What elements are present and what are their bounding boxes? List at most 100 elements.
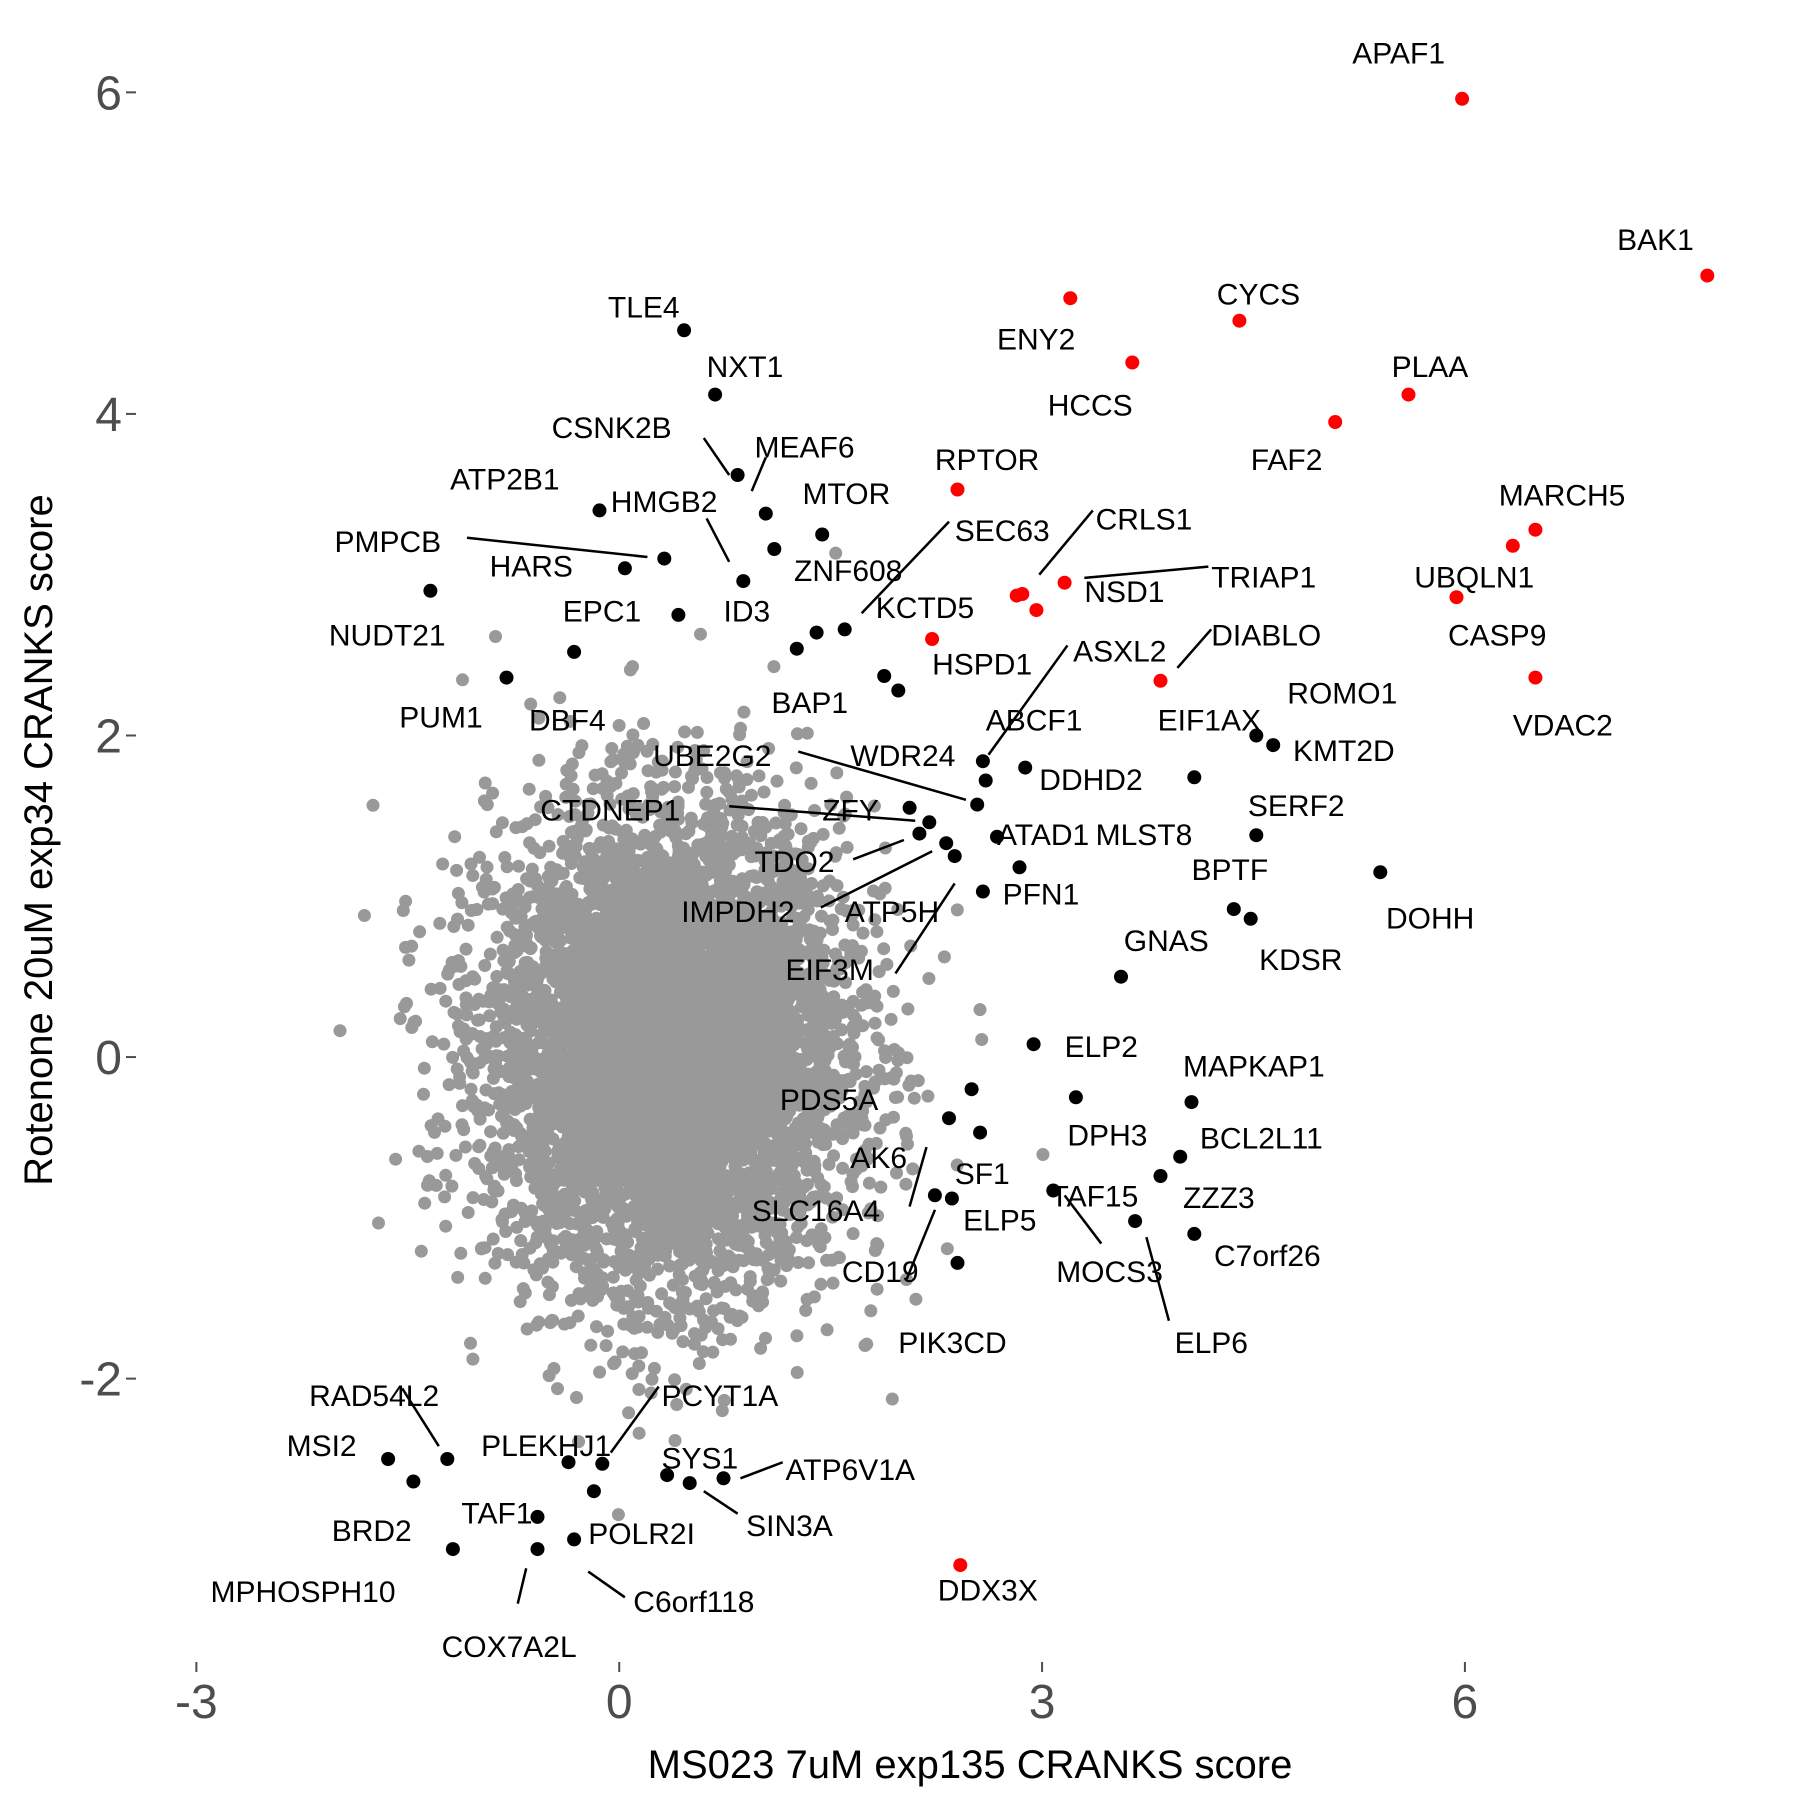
background-point (777, 806, 791, 820)
background-point (676, 1335, 690, 1349)
background-point (487, 880, 501, 894)
background-point (582, 895, 596, 909)
background-point (489, 825, 503, 839)
background-point (658, 1249, 672, 1263)
background-point (862, 1176, 876, 1190)
background-point (466, 869, 480, 882)
background-point (754, 1341, 768, 1355)
background-point (421, 1178, 434, 1192)
background-point (730, 818, 744, 832)
background-point (717, 1393, 731, 1407)
background-point (402, 953, 416, 967)
background-point (700, 785, 714, 799)
background-point (808, 804, 821, 817)
background-point (372, 1216, 385, 1230)
background-point (586, 782, 600, 796)
background-point (826, 923, 839, 936)
background-point (692, 1357, 706, 1370)
background-point (473, 850, 486, 864)
background-point (975, 1033, 989, 1046)
background-point (868, 1016, 882, 1030)
background-point (891, 903, 905, 916)
background-point (473, 1056, 487, 1070)
background-point (501, 954, 515, 968)
background-point (473, 1138, 487, 1152)
background-point (490, 930, 504, 944)
background-point (813, 926, 827, 940)
background-point (937, 950, 951, 964)
background-point (790, 1231, 803, 1244)
background-point (730, 769, 743, 783)
background-point (477, 794, 491, 808)
background-point (887, 1110, 900, 1124)
background-point (449, 1148, 463, 1162)
background-point (709, 798, 723, 812)
background-point (565, 1248, 578, 1262)
background-point (607, 1357, 621, 1371)
background-point (512, 859, 526, 873)
background-point (483, 947, 497, 961)
background-point (687, 1337, 701, 1351)
background-point (841, 1109, 854, 1123)
background-point (478, 1271, 492, 1285)
background-point (665, 1326, 679, 1340)
background-point (566, 1203, 580, 1217)
background-point (626, 1310, 640, 1324)
background-point (645, 1372, 659, 1386)
background-point (418, 1196, 432, 1210)
background-point (737, 705, 751, 719)
background-point (885, 1392, 899, 1406)
background-point (909, 1292, 923, 1306)
background-point (830, 879, 844, 893)
background-point (744, 788, 758, 802)
background-point (478, 959, 492, 972)
background-point (563, 1217, 577, 1231)
background-point (644, 1386, 658, 1400)
background-point (900, 1129, 913, 1143)
background-point (817, 1180, 831, 1194)
background-point (464, 1336, 477, 1350)
background-point (873, 1121, 887, 1135)
background-point (856, 926, 870, 940)
background-point (509, 821, 523, 835)
background-point (734, 721, 747, 735)
background-point (518, 1286, 532, 1300)
background-point (648, 830, 662, 843)
background-point (514, 1234, 528, 1248)
background-point (696, 1345, 710, 1359)
background-point (532, 753, 546, 767)
background-point (357, 909, 371, 922)
background-point (794, 1216, 808, 1230)
background-point (877, 942, 891, 956)
background-point (651, 1325, 665, 1339)
background-point (629, 1273, 643, 1287)
background-point (940, 1242, 954, 1256)
background-point (612, 719, 626, 732)
background-point (526, 1040, 540, 1054)
background-point (439, 1219, 453, 1233)
background-point (437, 1037, 451, 1051)
background-point (446, 1050, 460, 1064)
background-point (551, 808, 565, 822)
background-point (911, 1074, 925, 1088)
background-point (436, 857, 450, 871)
background-point (439, 994, 453, 1008)
background-point (616, 1345, 630, 1359)
background-point (706, 1345, 720, 1359)
background-point (711, 1322, 725, 1336)
background-point (611, 1508, 625, 1522)
background-point (973, 1003, 987, 1017)
background-point (731, 808, 745, 822)
background-point (495, 1003, 509, 1017)
background-point (874, 1180, 888, 1194)
background-point (688, 1327, 701, 1341)
background-point (846, 1227, 860, 1241)
background-point (836, 1203, 850, 1217)
background-point (886, 984, 900, 998)
background-point (466, 1191, 480, 1205)
background-point (529, 1268, 543, 1282)
background-point (617, 1301, 631, 1315)
background-point (888, 1091, 902, 1104)
background-point (518, 1215, 532, 1228)
background-point (572, 1435, 586, 1449)
